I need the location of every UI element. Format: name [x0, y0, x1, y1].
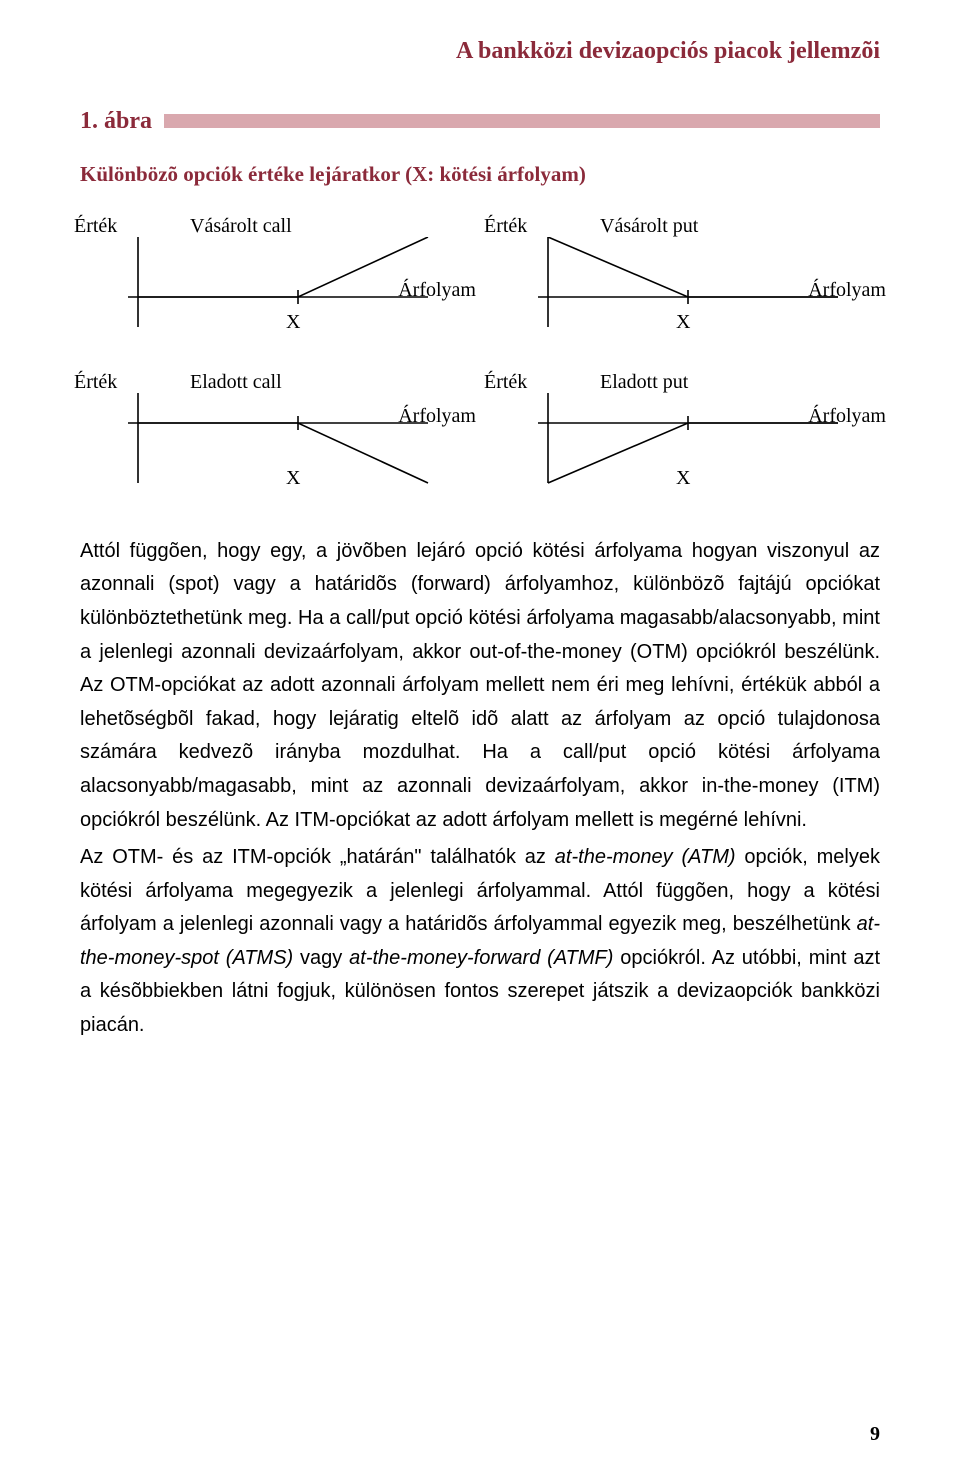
x-axis-label: Árfolyam — [398, 273, 476, 308]
figure-charts: Érték Vásárolt call X Árfolyam Érték Vás… — [80, 215, 880, 501]
payoff-diagram-icon — [538, 393, 848, 493]
x-mark: X — [286, 461, 300, 496]
payoff-diagram-icon — [128, 237, 438, 337]
figure-header: 1. ábra — [80, 100, 880, 142]
paragraph: Az OTM- és az ITM-opciók „határán" talál… — [80, 841, 880, 1043]
x-mark: X — [676, 305, 690, 340]
page-number: 9 — [870, 1417, 880, 1452]
text-italic: at-the-money (ATM) — [555, 846, 736, 868]
x-mark: X — [676, 461, 690, 496]
text-run: Az OTM- és az ITM-opciók „határán" talál… — [80, 846, 555, 868]
y-axis-label: Érték — [74, 365, 117, 400]
x-axis-label: Árfolyam — [808, 273, 886, 308]
body-text: Attól függõen, hogy egy, a jövõben lejár… — [80, 535, 880, 1043]
y-axis-label: Érték — [484, 209, 527, 244]
figure-caption: Különbözõ opciók értéke lejáratkor (X: k… — [80, 156, 880, 193]
chart-sold-put: Érték Eladott put X Árfolyam — [490, 371, 880, 501]
chart-bought-put: Érték Vásárolt put X Árfolyam — [490, 215, 880, 345]
chart-sold-call: Érték Eladott call X Árfolyam — [80, 371, 470, 501]
y-axis-label: Érték — [74, 209, 117, 244]
figure-bar — [164, 114, 880, 128]
y-axis-label: Érték — [484, 365, 527, 400]
x-axis-label: Árfolyam — [398, 399, 476, 434]
payoff-diagram-icon — [538, 237, 848, 337]
figure-number: 1. ábra — [80, 100, 152, 142]
x-axis-label: Árfolyam — [808, 399, 886, 434]
payoff-diagram-icon — [128, 393, 438, 493]
page-title: A bankközi devizaopciós piacok jellemzõi — [80, 30, 880, 72]
x-mark: X — [286, 305, 300, 340]
text-run: vagy — [293, 947, 349, 969]
chart-bought-call: Érték Vásárolt call X Árfolyam — [80, 215, 470, 345]
text-italic: at-the-money-forward (ATMF) — [349, 947, 613, 969]
paragraph: Attól függõen, hogy egy, a jövõben lejár… — [80, 535, 880, 837]
